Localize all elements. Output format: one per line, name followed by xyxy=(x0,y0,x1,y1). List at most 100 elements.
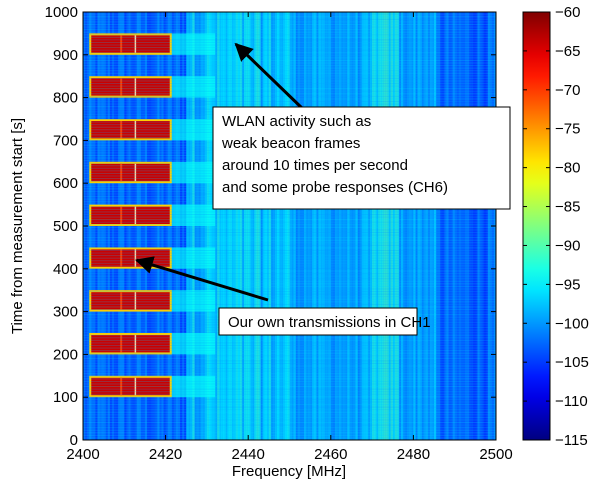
spectral-streak xyxy=(357,12,361,440)
spectral-streak xyxy=(456,12,460,440)
time-ripple xyxy=(83,242,496,244)
spectral-streak xyxy=(390,12,394,440)
time-ripple xyxy=(83,29,496,31)
spectral-streak xyxy=(225,12,228,440)
spectral-streak xyxy=(324,12,327,440)
colorbar-tick-label: −75 xyxy=(555,121,580,138)
spectral-streak xyxy=(367,12,371,440)
time-ripple xyxy=(83,234,496,236)
x-axis-label: Frequency [MHz] xyxy=(232,463,346,480)
x-tick-label: 2460 xyxy=(314,446,347,463)
spectral-streak xyxy=(427,12,431,440)
annotation-arrow xyxy=(234,42,306,112)
spectral-streak xyxy=(370,12,373,440)
annotation-text: and some probe responses (CH6) xyxy=(222,179,448,196)
spectral-streak xyxy=(314,12,317,440)
spectral-streak xyxy=(419,12,422,440)
time-ripple xyxy=(83,57,496,59)
y-tick-label: 0 xyxy=(70,432,78,449)
time-ripple xyxy=(83,249,496,251)
time-ripple xyxy=(83,47,496,49)
time-ripple xyxy=(83,21,496,23)
time-ripple xyxy=(83,255,496,257)
spectral-streak xyxy=(299,12,303,440)
spectral-streak xyxy=(219,12,222,440)
time-ripple xyxy=(83,303,496,305)
spectral-streak xyxy=(359,12,363,440)
x-tick-label: 2420 xyxy=(149,446,182,463)
spectral-streak xyxy=(372,12,375,440)
spectral-streak xyxy=(458,12,462,440)
time-ripple xyxy=(83,414,496,416)
spectral-streak xyxy=(217,12,220,440)
spectral-streak xyxy=(87,12,90,440)
time-ripple xyxy=(83,65,496,67)
spectral-streak xyxy=(275,12,278,440)
time-ripple xyxy=(83,244,496,246)
spectral-streak xyxy=(467,12,470,440)
annotations: WLAN activity such as weak beacon frames a… xyxy=(134,42,511,336)
time-ripple xyxy=(83,396,496,398)
y-tick-label: 500 xyxy=(53,218,78,235)
spectral-streak xyxy=(394,12,398,440)
annotation-text: around 10 times per second xyxy=(222,157,408,174)
transmission-burst xyxy=(89,76,216,98)
spectral-streak xyxy=(411,12,414,440)
spectral-streak xyxy=(376,12,379,440)
spectral-streak xyxy=(361,12,365,440)
time-ripple xyxy=(83,247,496,249)
spectral-streak xyxy=(266,12,270,440)
time-ripple xyxy=(83,429,496,431)
transmission-burst xyxy=(89,119,216,141)
spectral-streak xyxy=(248,12,251,440)
spectral-streak xyxy=(448,12,451,440)
spectral-streak xyxy=(221,12,224,440)
time-ripple xyxy=(83,93,496,95)
time-ripple xyxy=(83,34,496,36)
time-ripple xyxy=(83,293,496,295)
time-ripple xyxy=(83,52,496,54)
spectral-streak xyxy=(336,12,340,440)
spectral-streak xyxy=(475,12,478,440)
time-ripple xyxy=(83,362,496,364)
y-tick-label: 300 xyxy=(53,304,78,321)
spectral-streak xyxy=(392,12,396,440)
colorbar-tick-label: −100 xyxy=(555,315,589,332)
spectral-streak xyxy=(301,12,305,440)
time-ripple xyxy=(83,41,496,43)
time-ripple xyxy=(83,216,496,218)
time-ripple xyxy=(83,378,496,380)
time-ripple xyxy=(83,62,496,64)
spectral-streak xyxy=(279,12,282,440)
y-tick-label: 800 xyxy=(53,90,78,107)
time-ripple xyxy=(83,16,496,18)
spectral-streak xyxy=(471,12,474,440)
time-ripple xyxy=(83,285,496,287)
spectral-streak xyxy=(289,12,292,440)
time-ripple xyxy=(83,427,496,429)
time-ripple xyxy=(83,85,496,87)
spectral-streak xyxy=(254,12,257,440)
spectral-streak xyxy=(322,12,325,440)
time-ripple xyxy=(83,70,496,72)
spectral-streak xyxy=(446,12,449,440)
spectral-streak xyxy=(260,12,263,440)
colorbar-tick-label: −70 xyxy=(555,82,580,99)
spectral-streak xyxy=(341,12,344,440)
time-ripple xyxy=(83,280,496,282)
time-ripple xyxy=(83,296,496,298)
spectral-streak xyxy=(328,12,332,440)
spectral-streak xyxy=(454,12,458,440)
y-axis-label: Time from measurement start [s] xyxy=(9,118,26,334)
spectral-streak xyxy=(405,12,408,440)
spectral-streak xyxy=(423,12,427,440)
time-ripple xyxy=(83,67,496,69)
x-axis: 2400 2420 2440 2460 2480 2500 xyxy=(66,12,513,463)
time-ripple xyxy=(83,360,496,362)
spectral-streak xyxy=(306,12,309,440)
spectral-streak xyxy=(396,12,400,440)
time-ripple xyxy=(83,416,496,418)
time-ripple xyxy=(83,239,496,241)
annotation-callout: WLAN activity such as weak beacon frames a… xyxy=(212,42,511,210)
spectral-streak xyxy=(415,12,418,440)
